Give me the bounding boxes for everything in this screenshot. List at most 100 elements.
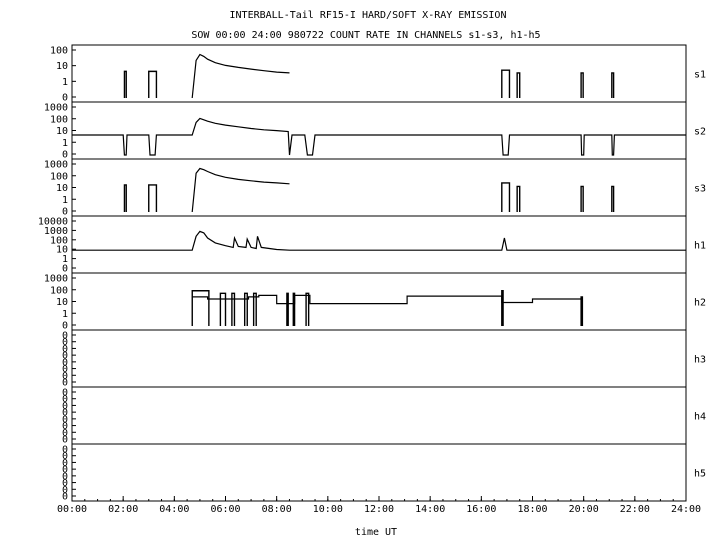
burst-h2 [219, 292, 227, 326]
x-tick-label: 14:00 [415, 504, 445, 515]
y-tick-label: 0 [62, 394, 68, 405]
panel-frame [71, 215, 687, 274]
panels: s11001010s210001001010s310001001010h1100… [38, 44, 706, 503]
y-tick-label: 100 [50, 114, 68, 125]
chart-subtitle: SOW 00:00 24:00 980722 COUNT RATE IN CHA… [191, 30, 540, 41]
y-tick-label: 0 [62, 421, 68, 432]
y-tick-label: 0 [62, 321, 68, 332]
y-tick-label: 10 [56, 183, 68, 194]
y-tick-label: 0 [62, 414, 68, 425]
burst-h2 [252, 292, 257, 326]
burst-s1 [123, 70, 127, 98]
y-tick-label: 1 [62, 195, 68, 206]
panel-frame [71, 386, 687, 445]
burst-s3 [580, 185, 584, 212]
burst-h2 [292, 292, 296, 326]
panel-label: h4 [694, 412, 706, 423]
burst-s3 [501, 182, 511, 212]
y-tick-label: 1 [62, 254, 68, 265]
burst-h2 [305, 292, 310, 326]
burst-s3 [123, 184, 127, 212]
y-tick-label: 0 [62, 93, 68, 104]
y-tick-label: 1 [62, 77, 68, 88]
y-tick-label: 0 [62, 331, 68, 342]
y-tick-label: 0 [62, 207, 68, 218]
burst-s3 [611, 185, 615, 212]
x-tick-label: 18:00 [517, 504, 547, 515]
burst-h2 [231, 292, 236, 326]
y-tick-label: 0 [62, 264, 68, 275]
y-tick-label: 1 [62, 309, 68, 320]
x-tick-label: 12:00 [364, 504, 394, 515]
y-tick-label: 0 [62, 485, 68, 496]
y-tick-label: 0 [62, 451, 68, 462]
x-tick-label: 08:00 [262, 504, 292, 515]
y-tick-label: 0 [62, 351, 68, 362]
panel-label: h3 [694, 355, 706, 366]
y-tick-label: 0 [62, 357, 68, 368]
panel-frame [71, 44, 687, 103]
x-tick-label: 02:00 [108, 504, 138, 515]
y-tick-label: 1000 [44, 274, 68, 285]
y-tick-label: 100 [50, 285, 68, 296]
y-tick-label: 10000 [38, 217, 68, 228]
burst-s1 [501, 69, 511, 98]
burst-s1 [580, 72, 584, 98]
burst-h2 [580, 296, 584, 326]
x-tick-label: 04:00 [159, 504, 189, 515]
y-tick-label: 0 [62, 364, 68, 375]
panel-label: h5 [694, 469, 706, 480]
panel-label: s3 [694, 184, 706, 195]
x-tick-label: 06:00 [210, 504, 240, 515]
y-tick-label: 0 [62, 471, 68, 482]
panel-frame [71, 443, 687, 502]
y-tick-label: 1000 [44, 103, 68, 114]
x-axis-label: time UT [355, 527, 397, 538]
panel-label: h2 [694, 298, 706, 309]
panel-frame [71, 272, 687, 331]
y-tick-label: 0 [62, 445, 68, 456]
x-tick-label: 16:00 [466, 504, 496, 515]
burst-s1 [611, 72, 615, 98]
series-h1-0 [72, 230, 686, 251]
y-tick-label: 0 [62, 371, 68, 382]
y-tick-label: 1 [62, 138, 68, 149]
series-s2-0 [72, 117, 686, 156]
panel-label: s1 [694, 70, 706, 81]
y-tick-label: 0 [62, 150, 68, 161]
panel-label: h1 [694, 241, 706, 252]
series-s3-0 [191, 167, 290, 213]
y-tick-label: 0 [62, 401, 68, 412]
y-tick-label: 0 [62, 388, 68, 399]
y-tick-label: 1000 [44, 226, 68, 237]
x-tick-label: 00:00 [57, 504, 87, 515]
y-tick-label: 100 [50, 171, 68, 182]
burst-s3 [516, 185, 521, 212]
x-tick-label: 22:00 [620, 504, 650, 515]
burst-h2 [286, 292, 289, 326]
burst-s3 [148, 184, 158, 212]
panel-frame [71, 158, 687, 217]
y-tick-label: 0 [62, 378, 68, 389]
y-tick-label: 0 [62, 458, 68, 469]
series-s1-0 [191, 53, 290, 99]
x-axis-ticks: 00:00 02:00 04:00 06:00 08:00 10:00 12:00 14:00… [57, 496, 701, 515]
y-tick-label: 100 [50, 235, 68, 246]
burst-s1 [148, 70, 158, 98]
burst-h2 [243, 292, 248, 326]
y-tick-label: 0 [62, 465, 68, 476]
y-tick-label: 0 [62, 435, 68, 446]
y-tick-label: 1000 [44, 160, 68, 171]
y-tick-label: 10 [56, 245, 68, 256]
burst-h2 [191, 290, 210, 326]
x-tick-label: 10:00 [313, 504, 343, 515]
y-tick-label: 10 [56, 297, 68, 308]
burst-h2 [501, 290, 504, 326]
panel-frame [71, 329, 687, 388]
